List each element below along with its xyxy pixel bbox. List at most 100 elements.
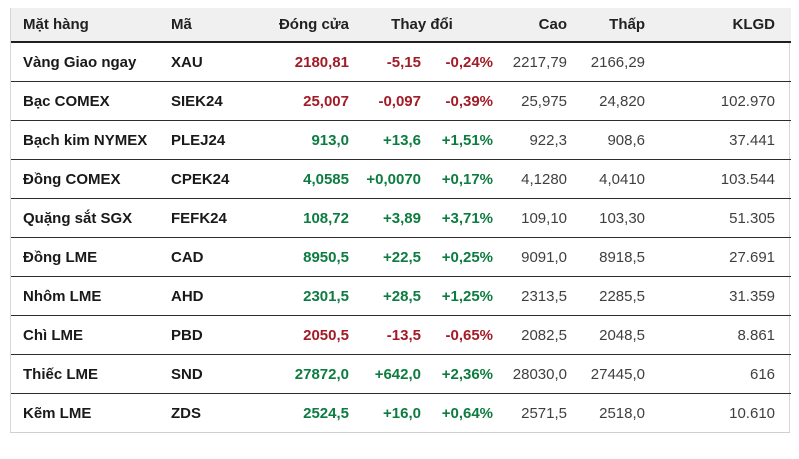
- cell-item-name: Vàng Giao ngay: [11, 42, 161, 82]
- cell-close-price: 25,007: [256, 81, 351, 121]
- cell-change-value: +0,0070: [351, 159, 423, 199]
- cell-item-name: Bạch kim NYMEX: [11, 120, 161, 160]
- cell-close-price: 913,0: [256, 120, 351, 160]
- cell-change-pct: +2,36%: [423, 354, 496, 394]
- cell-close-price: 8950,5: [256, 237, 351, 277]
- table-row: Vàng Giao ngay XAU 2180,81 -5,15 -0,24% …: [11, 42, 792, 82]
- cell-volume: [647, 42, 792, 82]
- cell-change-value: -5,15: [351, 42, 423, 82]
- cell-change-value: +13,6: [351, 120, 423, 160]
- cell-high: 2313,5: [495, 276, 570, 316]
- cell-low: 2166,29: [569, 42, 648, 82]
- table-row: Đồng COMEX CPEK24 4,0585 +0,0070 +0,17% …: [11, 159, 792, 199]
- table-row: Đồng LME CAD 8950,5 +22,5 +0,25% 9091,0 …: [11, 237, 792, 277]
- cell-change-pct: +0,64%: [441, 404, 494, 422]
- cell-ticker-code: PBD: [161, 315, 256, 355]
- cell-volume: 51.305: [647, 198, 792, 238]
- cell-item-name: Chì LME: [11, 315, 161, 355]
- cell-change-pct: -0,24%: [423, 42, 496, 82]
- cell-low: 2048,5: [569, 315, 648, 355]
- cell-close-price: 4,0585: [256, 159, 351, 199]
- cell-change-value: +16,0: [383, 404, 421, 422]
- cell-item-name: Quặng sắt SGX: [11, 198, 161, 238]
- commodity-price-table: Mặt hàng Mã Đóng cửa Thay đổi Cao Thấp K…: [10, 8, 792, 433]
- cell-item-name: Đồng LME: [11, 237, 161, 277]
- cell-change-pct: -0,65%: [423, 315, 496, 355]
- cell-change-value: +22,5: [351, 237, 423, 277]
- cell-volume: 616: [647, 354, 792, 394]
- cell-change-value: +28,5: [351, 276, 423, 316]
- cell-high: 109,10: [495, 198, 570, 238]
- table-row: Quặng sắt SGX FEFK24 108,72 +3,89 +3,71%…: [11, 198, 792, 238]
- table-row: Kẽm LME ZDS 2524,5 +16,0 +0,64% 2571,5 2…: [11, 394, 791, 433]
- cell-high: 2082,5: [495, 315, 570, 355]
- cell-close-price: 2524,5: [303, 404, 349, 422]
- cell-item-name: Bạc COMEX: [11, 81, 161, 121]
- cell-high: 4,1280: [495, 159, 570, 199]
- cell-change-pct: +3,71%: [423, 198, 496, 238]
- col-header-high: Cao: [495, 8, 570, 43]
- cell-close-price: 2050,5: [256, 315, 351, 355]
- cell-volume: 31.359: [647, 276, 792, 316]
- cell-high: 922,3: [495, 120, 570, 160]
- col-header-code: Mã: [161, 8, 256, 43]
- cell-low: 8918,5: [569, 237, 648, 277]
- cell-high: 2571,5: [521, 404, 568, 422]
- cell-ticker-code: PLEJ24: [161, 120, 256, 160]
- cell-change-value: +3,89: [351, 198, 423, 238]
- price-table: Mặt hàng Mã Đóng cửa Thay đổi Cao Thấp K…: [11, 8, 792, 433]
- cell-high: 2217,79: [495, 42, 570, 82]
- cell-high: 28030,0: [495, 354, 570, 394]
- table-row: Bạch kim NYMEX PLEJ24 913,0 +13,6 +1,51%…: [11, 120, 792, 160]
- cell-volume: 103.544: [647, 159, 792, 199]
- cell-close-price: 2180,81: [256, 42, 351, 82]
- col-header-change: Thay đổi: [351, 8, 496, 43]
- cell-volume: 102.970: [647, 81, 792, 121]
- cell-change-pct: +0,17%: [423, 159, 496, 199]
- cell-item-name: Kẽm LME: [23, 404, 92, 422]
- col-header-low: Thấp: [569, 8, 648, 43]
- cell-change-pct: +0,25%: [423, 237, 496, 277]
- cell-low: 2285,5: [569, 276, 648, 316]
- cell-volume: 37.441: [647, 120, 792, 160]
- cell-ticker-code: CAD: [161, 237, 256, 277]
- cell-low: 908,6: [569, 120, 648, 160]
- cell-change-pct: +1,25%: [423, 276, 496, 316]
- table-row: Thiếc LME SND 27872,0 +642,0 +2,36% 2803…: [11, 354, 792, 394]
- cell-low: 2518,0: [599, 404, 646, 422]
- cell-ticker-code: FEFK24: [161, 198, 256, 238]
- cell-close-price: 27872,0: [256, 354, 351, 394]
- cell-volume: 27.691: [647, 237, 792, 277]
- cell-low: 27445,0: [569, 354, 648, 394]
- cell-change-value: +642,0: [351, 354, 423, 394]
- col-header-volume: KLGD: [647, 8, 792, 43]
- col-header-close: Đóng cửa: [256, 8, 351, 43]
- cell-low: 103,30: [569, 198, 648, 238]
- cell-ticker-code: ZDS: [171, 404, 201, 422]
- cell-close-price: 108,72: [256, 198, 351, 238]
- cell-ticker-code: AHD: [161, 276, 256, 316]
- header-row: Mặt hàng Mã Đóng cửa Thay đổi Cao Thấp K…: [11, 8, 792, 43]
- cell-high: 25,975: [495, 81, 570, 121]
- cell-ticker-code: SND: [161, 354, 256, 394]
- cell-low: 4,0410: [569, 159, 648, 199]
- cell-change-value: -0,097: [351, 81, 423, 121]
- cell-volume: 10.610: [729, 404, 776, 422]
- cell-ticker-code: CPEK24: [161, 159, 256, 199]
- cell-ticker-code: XAU: [161, 42, 256, 82]
- cell-change-value: -13,5: [351, 315, 423, 355]
- cell-change-pct: -0,39%: [423, 81, 496, 121]
- cell-item-name: Nhôm LME: [11, 276, 161, 316]
- table-row: Nhôm LME AHD 2301,5 +28,5 +1,25% 2313,5 …: [11, 276, 792, 316]
- cell-high: 9091,0: [495, 237, 570, 277]
- table-header: Mặt hàng Mã Đóng cửa Thay đổi Cao Thấp K…: [11, 8, 792, 43]
- cell-volume: 8.861: [647, 315, 792, 355]
- table-row: Chì LME PBD 2050,5 -13,5 -0,65% 2082,5 2…: [11, 315, 792, 355]
- cell-ticker-code: SIEK24: [161, 81, 256, 121]
- table-body: Vàng Giao ngay XAU 2180,81 -5,15 -0,24% …: [11, 42, 792, 433]
- cell-change-pct: +1,51%: [423, 120, 496, 160]
- cell-low: 24,820: [569, 81, 648, 121]
- col-header-item: Mặt hàng: [11, 8, 161, 43]
- table-row: Bạc COMEX SIEK24 25,007 -0,097 -0,39% 25…: [11, 81, 792, 121]
- cell-item-name: Đồng COMEX: [11, 159, 161, 199]
